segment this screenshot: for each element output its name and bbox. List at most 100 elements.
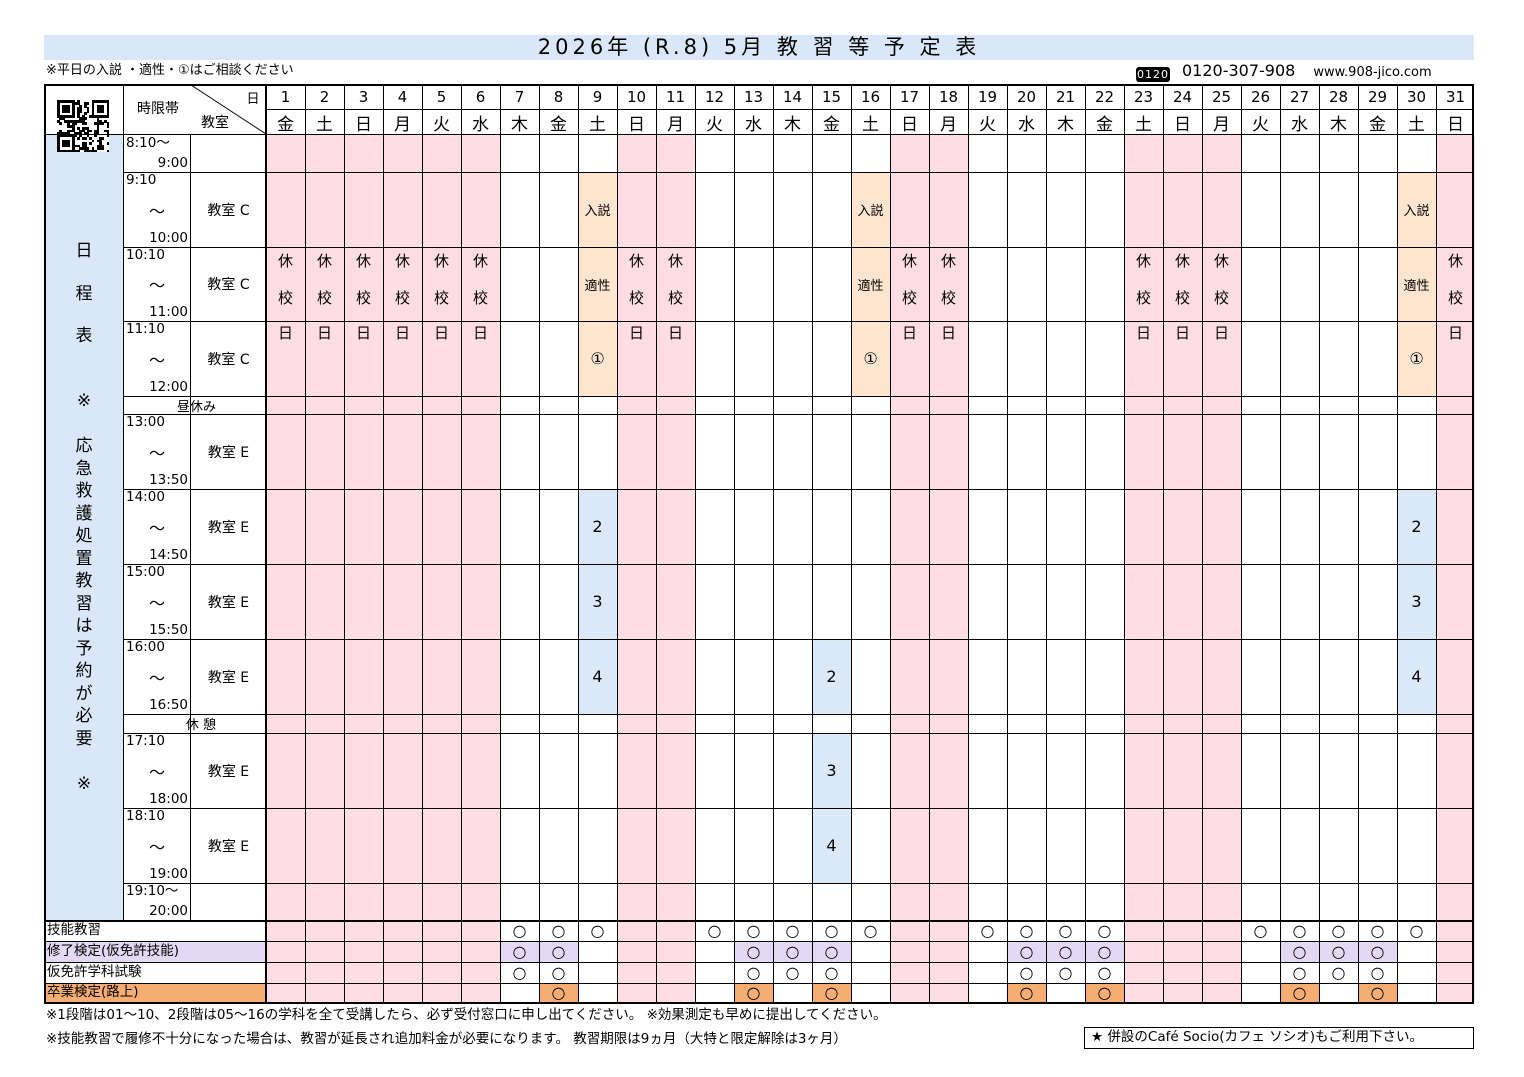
- qr-module: [91, 107, 95, 111]
- qr-module: [91, 102, 95, 106]
- period-start: 19:10～: [126, 883, 179, 899]
- qr-module: [99, 100, 102, 103]
- availability-mark: ○: [1358, 983, 1397, 1002]
- break-line: [124, 414, 1474, 415]
- closed-char: 日: [1135, 323, 1151, 342]
- availability-mark: ○: [1046, 941, 1085, 962]
- availability-mark: ○: [734, 983, 773, 1002]
- qr-module: [96, 139, 100, 143]
- availability-mark: ○: [1085, 941, 1124, 962]
- col-line: [578, 86, 579, 1002]
- bottom-line: [44, 1002, 1474, 1004]
- weekday-label: 土: [1135, 114, 1152, 135]
- side-char: が: [75, 683, 93, 704]
- qr-module: [66, 142, 70, 145]
- col-line: [383, 86, 384, 1002]
- qr-module: [84, 132, 87, 135]
- qr-module: [106, 100, 110, 103]
- side-char: 応: [75, 436, 93, 456]
- qr-module: [57, 100, 60, 103]
- qr-module: [66, 149, 70, 153]
- qr-module: [59, 114, 63, 118]
- col-line: [1085, 86, 1086, 1002]
- qr-module: [59, 134, 63, 138]
- qr-module: [71, 124, 75, 128]
- qr-module: [76, 127, 80, 130]
- qr-module: [94, 134, 97, 138]
- qr-module: [81, 117, 85, 121]
- website-url: www.908-jico.com: [1313, 65, 1432, 80]
- break-label: 昼休み: [176, 399, 216, 415]
- phone-number: 0120-307-908: [1182, 61, 1296, 80]
- bottom-row-label: 仮免許学科試験: [44, 962, 266, 983]
- qr-module: [106, 104, 110, 108]
- availability-mark: ○: [551, 921, 566, 940]
- row-line: [124, 321, 1474, 322]
- availability-mark: ○: [512, 963, 527, 982]
- qr-module: [94, 114, 97, 118]
- qr-module: [76, 102, 80, 106]
- phone-contact: 0120 0120-307-908 www.908-jico.com: [1136, 61, 1432, 83]
- weekday-label: 金: [550, 114, 567, 135]
- qr-module: [64, 114, 68, 118]
- qr-module: [61, 117, 65, 121]
- qr-module: [71, 137, 75, 140]
- room-label: 教室 E: [207, 594, 250, 611]
- day-number: 24: [1172, 88, 1193, 106]
- qr-module: [86, 102, 90, 106]
- closed-char: 日: [433, 323, 449, 342]
- qr-module: [84, 104, 87, 108]
- col-line: [968, 86, 969, 1002]
- closed-char: 休: [316, 251, 332, 270]
- qr-module: [106, 134, 110, 138]
- qr-module: [86, 149, 90, 153]
- qr-module: [101, 137, 105, 140]
- day-number: 10: [626, 88, 647, 106]
- qr-module: [86, 127, 90, 130]
- qr-module: [91, 100, 95, 103]
- qr-module: [106, 112, 110, 116]
- period-end: 20:00: [149, 903, 188, 919]
- closed-char: 日: [394, 323, 410, 342]
- qr-module: [79, 134, 83, 138]
- qr-module: [104, 119, 107, 123]
- availability-mark: ○: [1370, 921, 1385, 940]
- qr-module: [99, 122, 102, 126]
- qr-module: [101, 144, 105, 148]
- weekday-label: 木: [511, 114, 528, 135]
- weekday-label: 火: [706, 114, 723, 135]
- availability-mark: ○: [539, 983, 578, 1002]
- period-end: 18:00: [149, 791, 188, 807]
- qr-module: [106, 124, 110, 128]
- period-end: 19:00: [149, 866, 188, 882]
- closed-char: 日: [667, 323, 683, 342]
- side-panel-text: 日程表 ※ 応急救護処置教習は予約が必要 ※: [44, 240, 124, 840]
- side-char: [81, 750, 86, 773]
- qr-module: [96, 117, 100, 121]
- weekday-label: 木: [1330, 114, 1347, 135]
- outer-left: [44, 84, 46, 1002]
- col-line: [500, 86, 501, 1002]
- weekday-label: 水: [472, 114, 489, 135]
- qr-module: [101, 100, 105, 103]
- qr-module: [64, 107, 68, 111]
- weekday-label: 日: [1174, 114, 1191, 135]
- col-line: [1046, 86, 1047, 1002]
- weekday-label: 月: [940, 114, 957, 135]
- qr-module: [57, 142, 60, 145]
- grid-line: [266, 109, 1474, 110]
- qr-module: [81, 147, 85, 150]
- side-char: 教: [75, 571, 93, 591]
- qr-module: [69, 149, 73, 153]
- qr-module: [61, 142, 65, 145]
- availability-mark: ○: [1019, 963, 1034, 982]
- qr-module: [71, 134, 75, 138]
- col-line: [656, 86, 657, 1002]
- closed-char: 校: [1213, 288, 1229, 307]
- closed-char: 休: [1135, 251, 1151, 270]
- closed-char: 日: [628, 323, 644, 342]
- day-number: 11: [665, 88, 686, 106]
- cafe-notice: ★ 併設のCafé Socio(カフェ ソシオ)もご利用下さい。: [1084, 1027, 1474, 1049]
- closed-char: 休: [628, 251, 644, 270]
- qr-module: [99, 142, 102, 145]
